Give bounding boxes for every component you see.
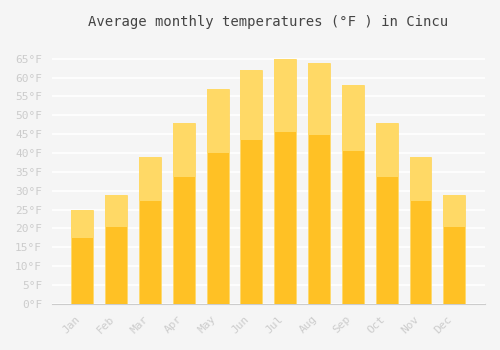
Bar <box>274 59 296 132</box>
Bar <box>308 63 330 304</box>
Bar <box>173 123 195 177</box>
Bar <box>376 123 398 304</box>
Bar <box>105 195 127 228</box>
Bar <box>72 210 94 304</box>
Bar <box>342 85 364 151</box>
Bar <box>410 157 432 304</box>
Title: Average monthly temperatures (°F ) in Cincu: Average monthly temperatures (°F ) in Ci… <box>88 15 448 29</box>
Bar <box>240 70 262 304</box>
Bar <box>410 157 432 201</box>
Bar <box>308 63 330 135</box>
Bar <box>72 210 94 238</box>
Bar <box>105 195 127 304</box>
Bar <box>444 195 466 304</box>
Bar <box>444 195 466 228</box>
Bar <box>206 89 229 153</box>
Bar <box>139 157 161 304</box>
Bar <box>139 157 161 201</box>
Bar <box>376 123 398 177</box>
Bar <box>274 59 296 304</box>
Bar <box>342 85 364 304</box>
Bar <box>206 89 229 304</box>
Bar <box>240 70 262 140</box>
Bar <box>173 123 195 304</box>
